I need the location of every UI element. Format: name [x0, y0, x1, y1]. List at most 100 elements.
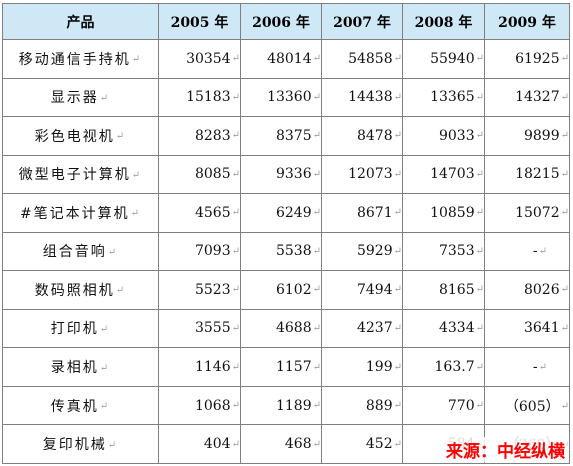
product-name-cell: 微型电子计算机↵ [2, 154, 159, 195]
value-cell: 15183↵ [158, 77, 241, 118]
value: 13360 [267, 89, 312, 106]
value-cell: 5929↵ [321, 231, 403, 272]
value-cell: 199↵ [321, 347, 403, 387]
paragraph-mark: ↵ [393, 322, 402, 334]
paragraph-mark: ↵ [475, 53, 484, 65]
value: 15072 [515, 204, 560, 221]
table-row: 打印机↵ 3555↵ 4688↵ 4237↵ 4334↵ 3641↵ [2, 308, 570, 349]
product-name-cell: 复印机械↵ [2, 424, 159, 464]
paragraph-mark: ↵ [475, 91, 484, 103]
paragraph-mark: ↵ [231, 361, 240, 373]
value-cell: 1157↵ [240, 347, 322, 387]
value-cell: 14703↵ [402, 154, 485, 195]
value-cell: 15072↵ [484, 193, 570, 233]
paragraph-mark: ↵ [560, 168, 569, 180]
paragraph-mark: ↵ [312, 130, 321, 142]
paragraph-mark: ↵ [231, 438, 240, 450]
product-name-cell: 打印机↵ [2, 308, 159, 349]
paragraph-mark: ↵ [475, 361, 484, 373]
value-cell: 8165↵ [402, 270, 485, 310]
value-cell: 8085↵ [158, 154, 241, 195]
paragraph-mark: ↵ [231, 284, 240, 296]
paragraph-mark: ↵ [312, 361, 321, 373]
value-cell: 1189↵ [240, 385, 322, 426]
header-2009: 2009 年 [484, 3, 570, 40]
paragraph-mark: ↵ [130, 208, 142, 220]
value: 4237 [356, 320, 393, 337]
value-cell: 404↵ [158, 424, 241, 464]
product-name-cell: 组合音响↵ [2, 231, 159, 272]
paragraph-mark: ↵ [560, 91, 569, 103]
paragraph-mark: ↵ [312, 168, 321, 180]
product-name-cell: #笔记本计算机↵ [2, 193, 159, 233]
value-cell: 4237↵ [321, 308, 403, 349]
product-name-cell: 数码照相机↵ [2, 270, 159, 310]
value-cell: 9899↵ [484, 116, 570, 156]
paragraph-mark: ↵ [312, 91, 321, 103]
value: 8478 [356, 127, 393, 144]
product-name: 组合音响 [42, 244, 107, 261]
paragraph-mark: ↵ [393, 168, 402, 180]
value: 7353 [438, 243, 475, 260]
paragraph-mark: ↵ [231, 400, 240, 412]
paragraph-mark: ↵ [115, 131, 127, 143]
paragraph-mark: ↵ [393, 91, 402, 103]
paragraph-mark: ↵ [312, 53, 321, 65]
value-cell: 7093↵ [158, 231, 241, 272]
value-cell: 4688↵ [240, 308, 322, 349]
paragraph-mark: ↵ [131, 54, 143, 66]
value: - [532, 243, 538, 260]
value: 3555 [194, 320, 231, 337]
table-row: 彩色电视机↵ 8283↵ 8375↵ 8478↵ 9033↵ 9899↵ [2, 116, 570, 156]
value: 452 [365, 436, 393, 453]
header-product: 产品 [2, 3, 159, 40]
paragraph-mark: ↵ [560, 53, 569, 65]
paragraph-mark: ↵ [560, 401, 569, 413]
value-cell: 163.7↵ [402, 347, 485, 387]
data-table: 产品 2005 年 2006 年 2007 年 2008 年 2009 年 移动… [2, 3, 570, 464]
value-cell: 770↵ [402, 385, 485, 426]
value-cell: 9033↵ [402, 116, 485, 156]
value: 9899 [523, 127, 560, 144]
paragraph-mark: ↵ [393, 130, 402, 142]
value: 4565 [194, 204, 231, 221]
paragraph-mark: ↵ [312, 284, 321, 296]
value-cell: 3555↵ [158, 308, 241, 349]
value-cell: 48014↵ [240, 39, 322, 79]
paragraph-mark: ↵ [99, 362, 111, 374]
paragraph-mark: ↵ [231, 130, 240, 142]
header-2007: 2007 年 [321, 3, 403, 40]
value-cell: 889↵ [321, 385, 403, 426]
value-cell: 8671↵ [321, 193, 403, 233]
product-name: 打印机 [50, 321, 99, 338]
product-name: 数码照相机 [34, 282, 115, 299]
value: 404 [203, 436, 231, 453]
paragraph-mark: ↵ [231, 91, 240, 103]
value-cell: 1146↵ [158, 347, 241, 387]
value: 10859 [430, 204, 475, 221]
value-cell: 6102↵ [240, 270, 322, 310]
product-name: 显示器 [50, 90, 99, 107]
value-cell: 4565↵ [158, 193, 241, 233]
paragraph-mark: ↵ [560, 130, 569, 142]
value: 5523 [194, 281, 231, 298]
paragraph-mark: ↵ [475, 168, 484, 180]
value: 889 [365, 397, 393, 414]
product-name-cell: 显示器↵ [2, 77, 159, 118]
product-name-cell: 录相机↵ [2, 347, 159, 387]
value: 1189 [275, 397, 312, 414]
value-cell: 6249↵ [240, 193, 322, 233]
value: 15183 [186, 89, 231, 106]
paragraph-mark: ↵ [99, 92, 111, 104]
product-name: #笔记本计算机 [19, 205, 130, 222]
paragraph-mark: ↵ [312, 245, 321, 257]
value: 8165 [438, 281, 475, 298]
value: 14703 [430, 166, 475, 183]
value-cell: 452↵ [321, 424, 403, 464]
paragraph-mark: ↵ [107, 246, 119, 258]
value: 6249 [275, 204, 312, 221]
value-cell: 468↵ [240, 424, 322, 464]
value: 1157 [275, 359, 312, 376]
table-row: 移动通信手持机↵ 30354↵ 48014↵ 54858↵ 55940↵ 61925↵ [2, 39, 570, 79]
value: 4334 [438, 320, 475, 337]
